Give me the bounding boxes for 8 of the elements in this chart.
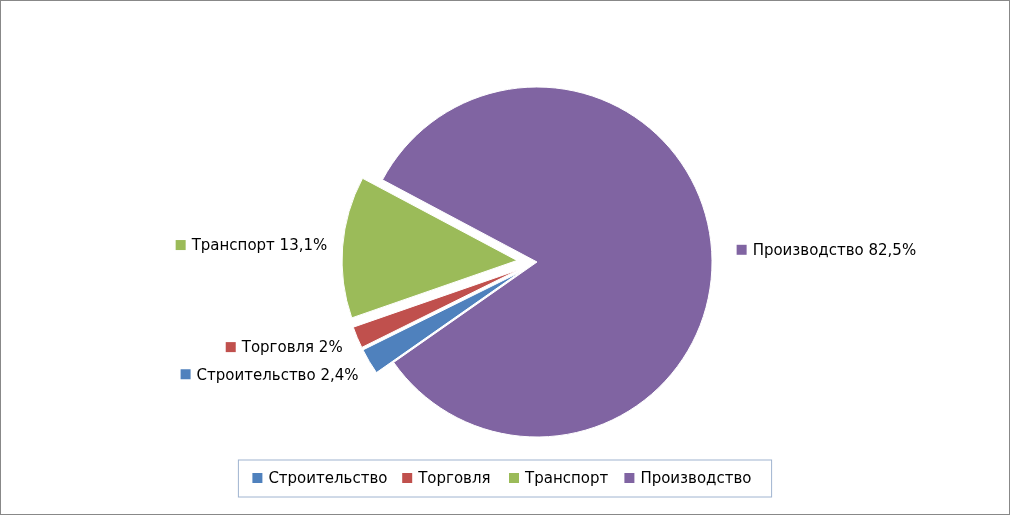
legend-label: Транспорт [524,469,609,488]
category-label: Торговля 2% [241,338,343,357]
category-label: Строительство 2,4% [196,365,359,384]
legend-label: Производство [640,469,752,488]
legend-label: Торговля [417,469,491,488]
legend-label: Строительство [268,469,388,488]
category-label: Транспорт 13,1% [191,236,328,255]
category-label: Производство 82,5% [752,241,917,260]
